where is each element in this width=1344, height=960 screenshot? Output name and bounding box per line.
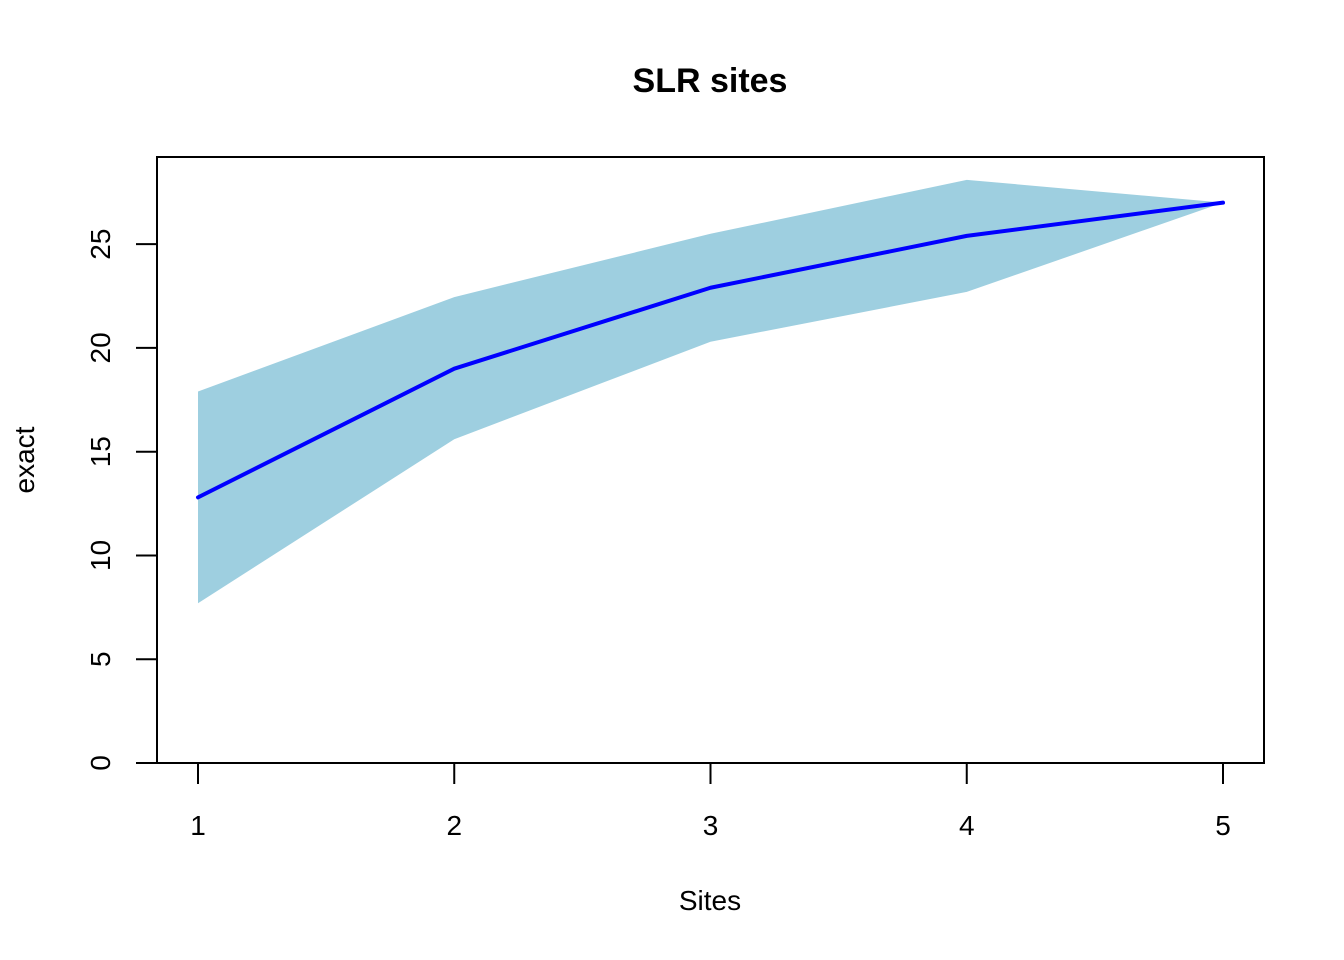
x-tick-label: 3 bbox=[703, 810, 719, 841]
y-tick-label: 5 bbox=[85, 651, 116, 667]
x-axis-label: Sites bbox=[679, 885, 741, 916]
x-tick-label: 4 bbox=[959, 810, 975, 841]
y-axis: 0 5 10 15 20 25 bbox=[85, 229, 158, 771]
chart-title: SLR sites bbox=[633, 62, 788, 100]
series-line bbox=[196, 200, 1225, 500]
y-tick-label: 20 bbox=[85, 332, 116, 363]
y-tick-label: 25 bbox=[85, 229, 116, 260]
y-tick-label: 15 bbox=[85, 436, 116, 467]
y-tick-label: 10 bbox=[85, 540, 116, 571]
x-axis: 1 2 3 4 5 bbox=[190, 762, 1231, 841]
x-tick-label: 5 bbox=[1215, 810, 1231, 841]
x-tick-label: 2 bbox=[446, 810, 462, 841]
y-tick-label: 0 bbox=[85, 755, 116, 771]
x-tick-label: 1 bbox=[190, 810, 206, 841]
confidence-band bbox=[198, 179, 1223, 604]
y-axis-label: exact bbox=[9, 426, 40, 493]
plot-area bbox=[196, 179, 1225, 604]
